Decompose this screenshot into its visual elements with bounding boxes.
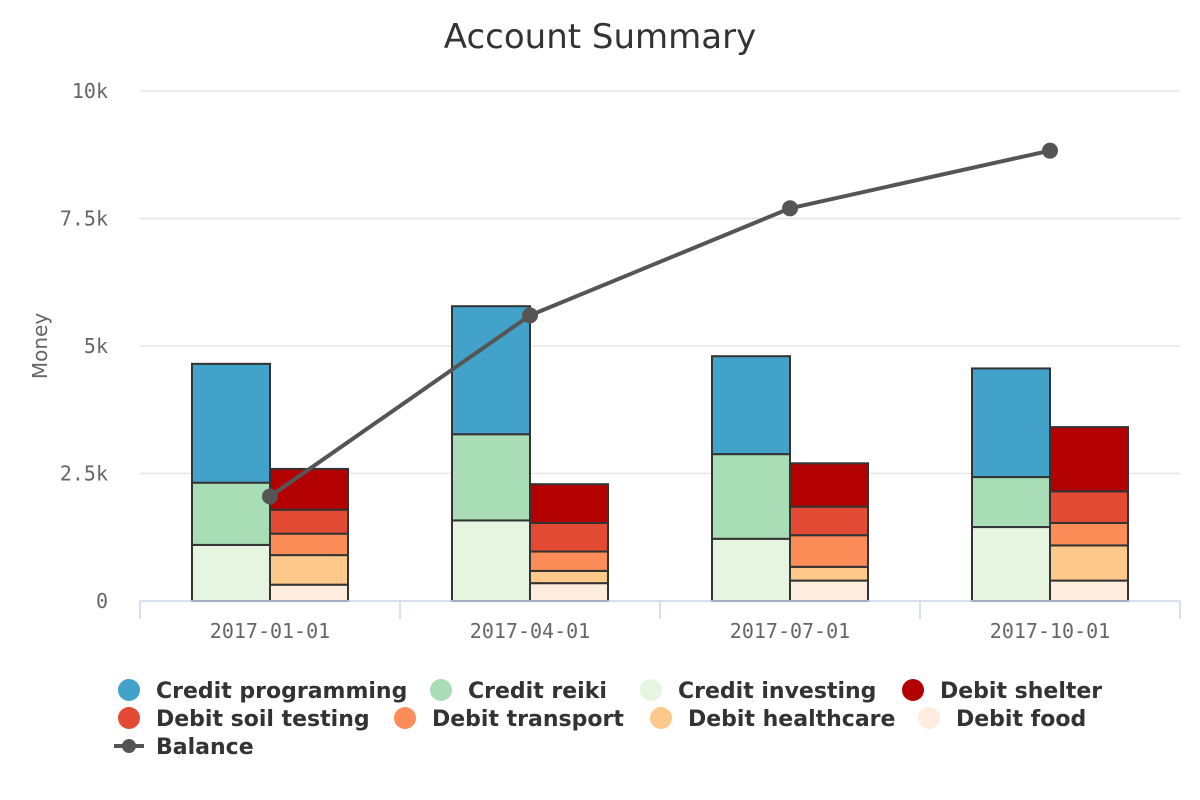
legend-item-credit-reiki[interactable]: Credit reiki (430, 679, 607, 704)
legend-color-dot (430, 679, 452, 701)
bar-credit-reiki-2017-04-01[interactable] (451, 433, 531, 522)
legend-color-dot (650, 707, 672, 729)
x-tick-label: 2017-01-01 (210, 619, 330, 643)
bar-debit-transport-2017-10-01[interactable] (1049, 521, 1129, 547)
balance-line-series (262, 142, 1058, 505)
bar-debit-food-2017-10-01[interactable] (1049, 579, 1129, 602)
bar-debit-transport-2017-04-01[interactable] (529, 550, 609, 572)
legend-label: Credit programming (156, 679, 407, 704)
bar-credit-programming-2017-04-01[interactable] (451, 305, 531, 436)
bar-debit-soil-testing-2017-04-01[interactable] (529, 521, 609, 553)
legend-item-debit-healthcare[interactable]: Debit healthcare (650, 707, 895, 732)
legend-color-dot (640, 679, 662, 701)
x-tick-label: 2017-10-01 (990, 619, 1110, 643)
bar-debit-soil-testing-2017-01-01[interactable] (269, 508, 349, 535)
legend[interactable]: Credit programming Credit reiki Credit inv… (114, 679, 1102, 760)
y-tick-label: 10k (72, 79, 108, 103)
legend-color-dot (918, 707, 940, 729)
bar-debit-soil-testing-2017-07-01[interactable] (789, 505, 869, 537)
balance-point-2017-01-01[interactable] (262, 488, 278, 505)
legend-point-marker (122, 739, 136, 753)
legend-item-credit-programming[interactable]: Credit programming (118, 679, 407, 704)
bar-debit-soil-testing-2017-10-01[interactable] (1049, 490, 1129, 524)
y-tick-label: 2.5k (60, 462, 108, 486)
bar-debit-healthcare-2017-07-01[interactable] (789, 565, 869, 582)
bar-debit-food-2017-07-01[interactable] (789, 579, 869, 602)
bar-debit-shelter-2017-07-01[interactable] (789, 462, 869, 508)
bar-debit-food-2017-04-01[interactable] (529, 582, 609, 603)
bar-credit-programming-2017-07-01[interactable] (711, 355, 791, 456)
legend-label: Debit soil testing (156, 707, 370, 732)
legend-color-dot (902, 679, 924, 701)
bar-debit-transport-2017-01-01[interactable] (269, 532, 349, 557)
balance-point-2017-04-01[interactable] (522, 307, 538, 324)
bar-credit-programming-2017-01-01[interactable] (191, 362, 271, 484)
bar-credit-investing-2017-01-01[interactable] (191, 543, 271, 603)
legend-color-dot (118, 679, 140, 701)
legend-label: Debit shelter (940, 679, 1102, 704)
balance-point-2017-07-01[interactable] (782, 200, 798, 217)
legend-item-balance[interactable]: Balance (114, 735, 254, 760)
bar-credit-reiki-2017-01-01[interactable] (191, 481, 271, 546)
legend-color-dot (118, 707, 140, 729)
legend-item-debit-shelter[interactable]: Debit shelter (902, 679, 1102, 704)
y-axis-ticks: 0 2.5k 5k 7.5k 10k (60, 79, 108, 613)
bar-debit-healthcare-2017-04-01[interactable] (529, 569, 609, 585)
bar-credit-programming-2017-10-01[interactable] (971, 367, 1051, 479)
x-tick-label: 2017-04-01 (470, 619, 590, 643)
y-tick-label: 7.5k (60, 207, 108, 231)
bar-debit-healthcare-2017-10-01[interactable] (1049, 544, 1129, 582)
y-tick-label: 0 (96, 589, 108, 613)
legend-item-debit-food[interactable]: Debit food (918, 707, 1086, 732)
y-tick-label: 5k (84, 334, 108, 358)
legend-item-debit-soil-testing[interactable]: Debit soil testing (118, 707, 370, 732)
bar-debit-shelter-2017-10-01[interactable] (1049, 426, 1129, 493)
bar-credit-investing-2017-10-01[interactable] (971, 526, 1051, 602)
bar-debit-healthcare-2017-01-01[interactable] (269, 554, 349, 586)
legend-label: Balance (156, 735, 254, 760)
y-axis-title: Money (28, 313, 52, 379)
legend-label: Debit transport (432, 707, 624, 732)
bar-credit-reiki-2017-07-01[interactable] (711, 453, 791, 540)
x-axis: 2017-01-01 2017-04-01 2017-07-01 2017-10-01 (139, 600, 1181, 643)
balance-point-2017-10-01[interactable] (1042, 142, 1058, 159)
legend-item-debit-transport[interactable]: Debit transport (394, 707, 624, 732)
chart-title: Account Summary (444, 17, 756, 57)
bar-credit-reiki-2017-10-01[interactable] (971, 476, 1051, 529)
bar-debit-shelter-2017-04-01[interactable] (529, 483, 609, 524)
bar-credit-investing-2017-07-01[interactable] (711, 537, 791, 603)
bar-debit-food-2017-01-01[interactable] (269, 583, 349, 602)
stacked-bars (191, 305, 1129, 603)
bar-credit-investing-2017-04-01[interactable] (451, 519, 531, 602)
bar-debit-transport-2017-07-01[interactable] (789, 534, 869, 568)
x-tick-label: 2017-07-01 (730, 619, 850, 643)
legend-color-dot (394, 707, 416, 729)
legend-label: Credit investing (678, 679, 876, 704)
legend-label: Debit healthcare (688, 707, 895, 732)
legend-label: Credit reiki (468, 679, 607, 704)
balance-line (268, 148, 1051, 499)
legend-label: Debit food (956, 707, 1086, 732)
legend-item-credit-investing[interactable]: Credit investing (640, 679, 876, 704)
